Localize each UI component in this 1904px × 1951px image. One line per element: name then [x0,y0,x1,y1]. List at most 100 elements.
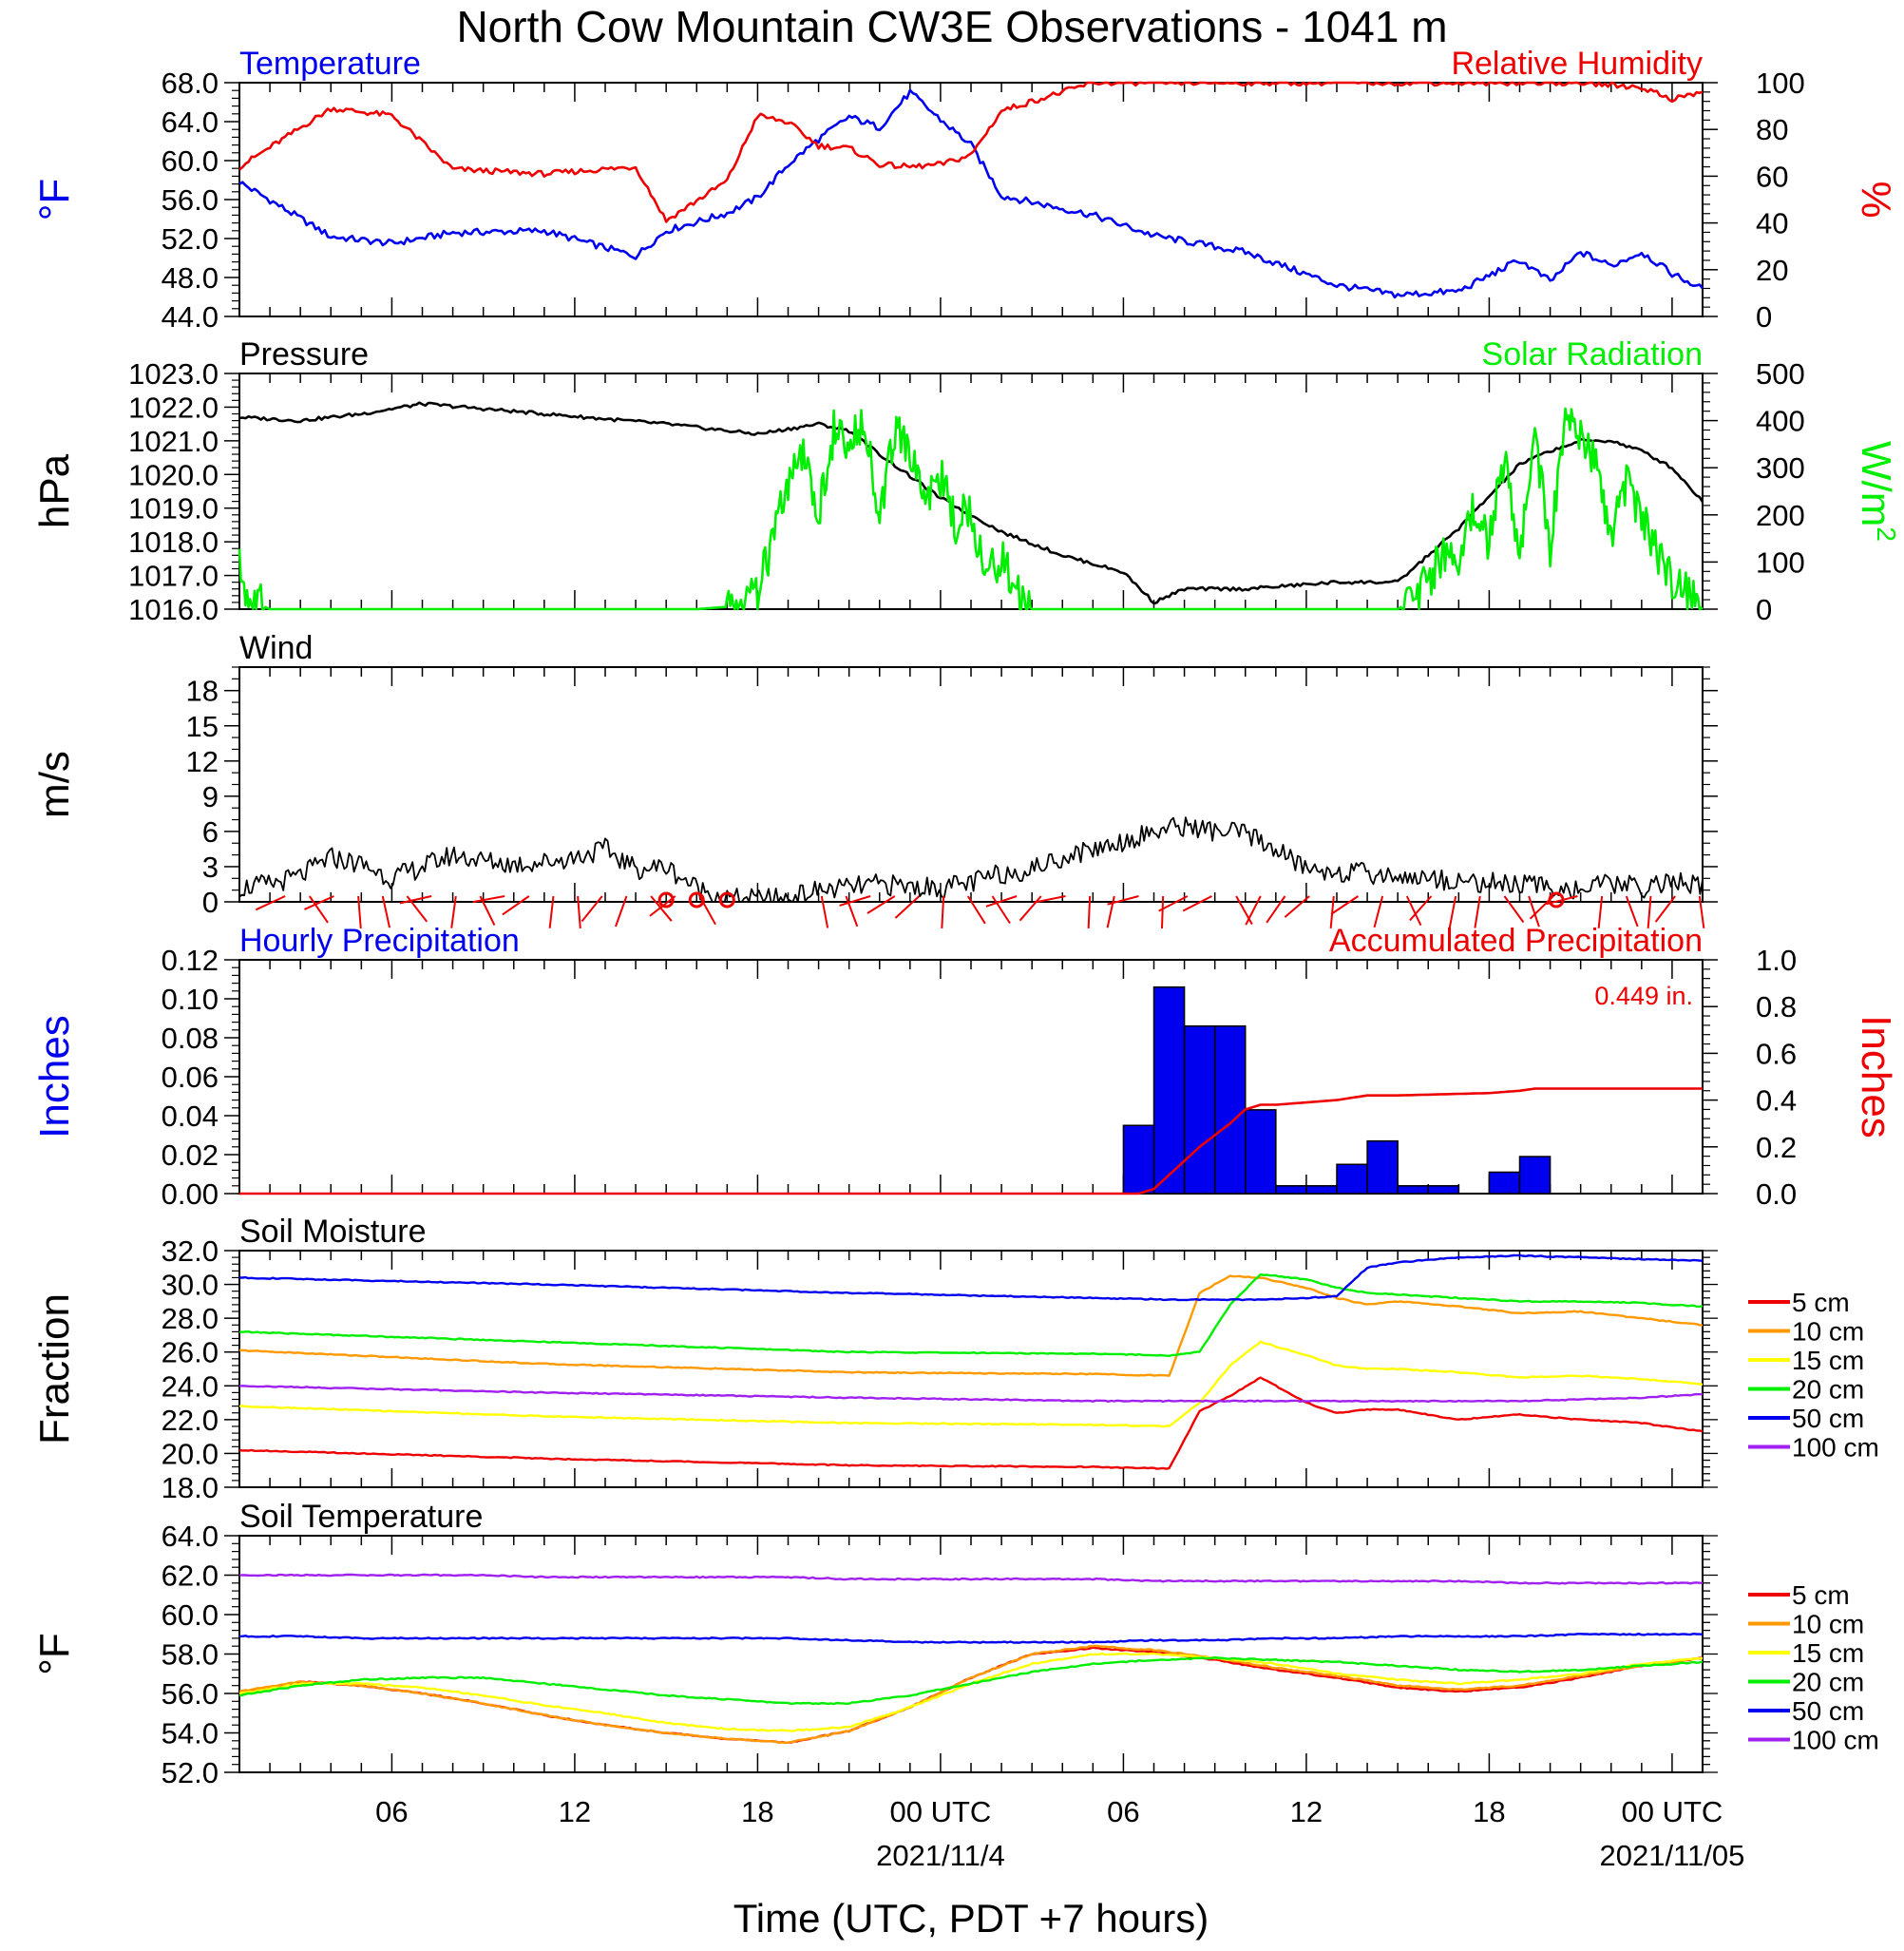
wind-barb [866,895,896,914]
precip-bar [1366,1139,1399,1195]
wind-barb [1330,895,1360,915]
y-axis-label-left: Inches [31,1015,78,1138]
y-axis-label-left: °F [31,179,78,220]
precip-bar [1213,1024,1247,1195]
panel-title-right: Solar Radiation [1482,336,1703,373]
wind-barb [985,895,1018,908]
wind-barb [615,895,628,928]
y-tick-label-left: 0.10 [162,983,219,1016]
wind-barb [1107,895,1139,906]
series-line-10cm [238,1274,1704,1377]
y-tick-label-left: 64.0 [162,1520,219,1553]
y-tick-label-left: 68.0 [162,67,219,100]
series-line-50cm [238,1633,1704,1644]
series-line-100cm [238,1385,1704,1403]
wind-barb [941,895,945,929]
precip-bar [1488,1171,1521,1195]
x-tick-label: 18 [741,1795,773,1828]
wind-barb [894,895,921,919]
wind-barb [1528,895,1540,928]
y-tick-label-left: 6 [202,815,219,849]
y-tick-label-left: 30.0 [162,1269,219,1302]
x-tick-label: 06 [1107,1795,1139,1828]
y-tick-label-left: 9 [202,780,219,813]
y-tick-label-left: 1023.0 [128,357,219,391]
wind-barb [1266,895,1286,924]
y-tick-label-left: 1016.0 [128,593,219,626]
wind-barb [1087,895,1092,929]
y-tick-label-right: 40 [1756,207,1788,240]
y-axis-label-right-unit: W/m [1853,441,1899,526]
y-tick-label-left: 0.04 [162,1100,219,1133]
y-tick-label-left: 18 [186,675,219,708]
y-tick-label-left: 0.02 [162,1138,219,1172]
y-axis-label-left: m/s [31,751,78,818]
legend-label: 20 cm [1792,1668,1864,1697]
series-line-15cm [238,1652,1704,1732]
panel-temperature-humidity: 68.0 64.0 60.0 56.0 52.0 48.0 44.0 °F 100 80 60 40 2… [31,46,1899,334]
y-tick-label-left: 52.0 [162,1756,219,1789]
series-line-wind [238,816,1704,903]
y-tick-label-left: 22.0 [162,1404,219,1437]
wind-barb [1033,895,1066,904]
series-line-10cm [238,1644,1704,1745]
wind-barb [357,895,362,928]
y-tick-label-left: 54.0 [162,1717,219,1750]
wind-barb [1245,895,1262,926]
series-line-20cm [238,1656,1704,1706]
legend-label: 50 cm [1792,1404,1864,1433]
series-line-humidity [238,81,1704,223]
panel-soil-moisture: 32.030.028.026.024.022.020.018.0 Fraction… [31,1214,1879,1504]
precip-bar [1245,1109,1277,1195]
y-tick-label-right: 300 [1756,451,1805,485]
wind-barb [548,895,555,928]
wind-barb [1284,895,1310,918]
legend-label: 100 cm [1792,1726,1879,1755]
y-axis-label-right-sup: 2 [1872,526,1901,542]
wind-barb [1405,895,1422,927]
y-tick-label-right: 200 [1756,499,1805,532]
y-tick-label-right: 0.8 [1756,990,1797,1023]
y-tick-label-right: 1.0 [1756,944,1797,977]
y-tick-label-left: 24.0 [162,1369,219,1403]
y-tick-label-left: 12 [186,745,219,778]
precip-bar [1427,1185,1460,1195]
panel-title-left: Hourly Precipitation [239,923,520,959]
wind-barb [1235,895,1253,926]
series-line-20cm [238,1272,1704,1357]
y-tick-label-left: 0.06 [162,1061,219,1094]
wind-barb [1647,895,1652,928]
plot-frame [238,1250,1704,1488]
y-tick-label-right: 80 [1756,113,1788,146]
wind-barb [650,895,673,922]
series-line-50cm [239,1253,1704,1302]
panel-title-right: Relative Humidity [1451,46,1703,82]
wind-barb [502,895,530,916]
wind-barb [1106,895,1115,928]
wind-barb [399,895,432,905]
wind-barb [581,895,603,923]
y-tick-label-left: 48.0 [162,261,219,295]
wind-barb [966,895,986,925]
y-tick-label-left: 1018.0 [128,526,219,559]
x-tick-label: 00 UTC [890,1795,992,1828]
legend-label: 5 cm [1792,1580,1850,1610]
series-line-5cm [238,1646,1703,1744]
y-tick-label-right: 100 [1756,545,1805,579]
y-axis-label-left: °F [31,1633,78,1674]
wind-barb [1474,895,1481,928]
y-tick-label-right: 500 [1756,357,1805,391]
wind-barb [304,895,334,910]
panel-soil-temperature: 64.0 62.0 60.0 58.0 56.0 54.0 52.0 °F Soil Tempe… [31,1499,1879,1789]
y-tick-label-left: 62.0 [162,1559,219,1593]
plot-frame [238,1535,1704,1773]
wind-barb [308,895,329,924]
y-tick-label-left: 0.00 [162,1177,219,1211]
y-tick-label-left: 52.0 [162,222,219,256]
wind-barb [472,895,505,904]
calm-marker [1548,891,1565,909]
y-tick-label-left: 1017.0 [128,560,219,593]
y-axis-label-right: W/m2 [1853,441,1901,542]
